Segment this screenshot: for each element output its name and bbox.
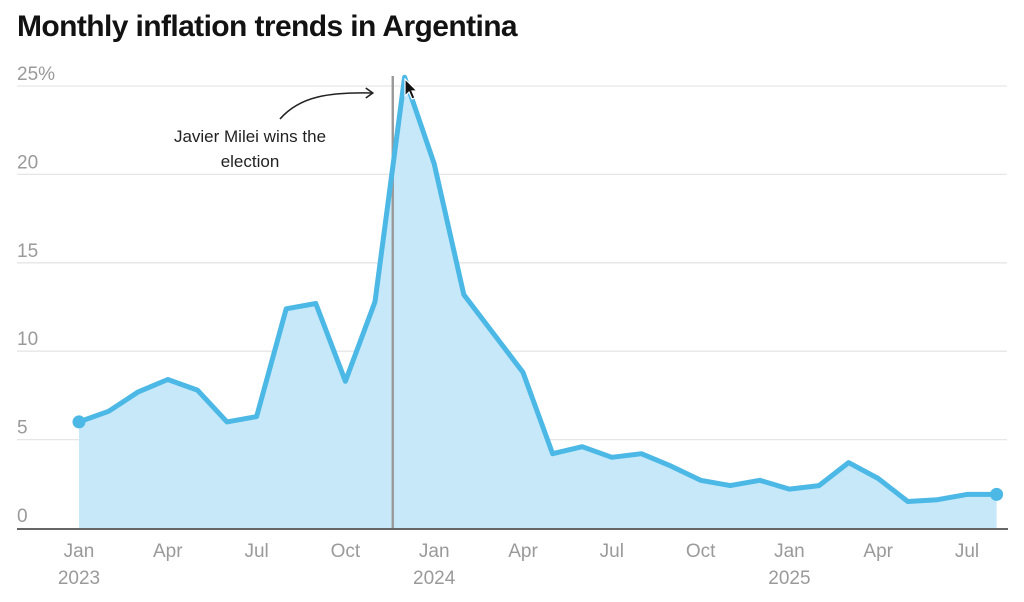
x-tick-year-label: 2023 xyxy=(58,568,100,589)
x-tick-label: Jul xyxy=(600,541,624,562)
y-tick-label: 0 xyxy=(17,506,28,527)
mouse-cursor-icon xyxy=(404,78,419,100)
chart-title: Monthly inflation trends in Argentina xyxy=(17,10,518,43)
x-tick-year-label: 2024 xyxy=(413,568,456,589)
x-tick-label: Jul xyxy=(244,541,268,562)
area-fill xyxy=(79,77,997,528)
annotation-arrow-icon xyxy=(279,92,373,120)
y-tick-label: 5 xyxy=(17,418,28,439)
x-tick-label: Jan xyxy=(419,541,450,562)
x-tick-label: Jan xyxy=(64,541,95,562)
x-tick-label: Jan xyxy=(774,541,805,562)
x-tick-label: Apr xyxy=(508,541,538,562)
arrowhead-icon xyxy=(365,87,375,99)
x-tick-label: Apr xyxy=(863,541,893,562)
y-tick-label: 15 xyxy=(17,241,38,262)
series-line xyxy=(78,74,997,504)
x-tick-year-label: 2025 xyxy=(768,568,810,589)
election-annotation: Javier Milei wins the election xyxy=(174,87,375,171)
x-tick-label: Oct xyxy=(686,541,716,562)
annotation-text-line-2: election xyxy=(221,152,280,171)
x-axis-ticks: Jan 2023 Apr Jul Oct Jan 2024 Apr Jul Oct Jan 2025 A… xyxy=(58,541,979,589)
y-tick-label: 20 xyxy=(17,152,38,173)
y-tick-label: 25% xyxy=(17,64,55,85)
x-tick-label: Oct xyxy=(331,541,361,562)
x-tick-label: Apr xyxy=(153,541,183,562)
y-tick-label: 10 xyxy=(17,329,38,350)
end-marker xyxy=(990,487,1004,501)
annotation-text-line-1: Javier Milei wins the xyxy=(174,127,326,146)
x-tick-label: Jul xyxy=(955,541,979,562)
y-axis-ticks: 0 5 10 15 20 25% xyxy=(17,64,55,527)
endpoint-markers xyxy=(72,415,1004,501)
start-marker xyxy=(72,415,86,429)
